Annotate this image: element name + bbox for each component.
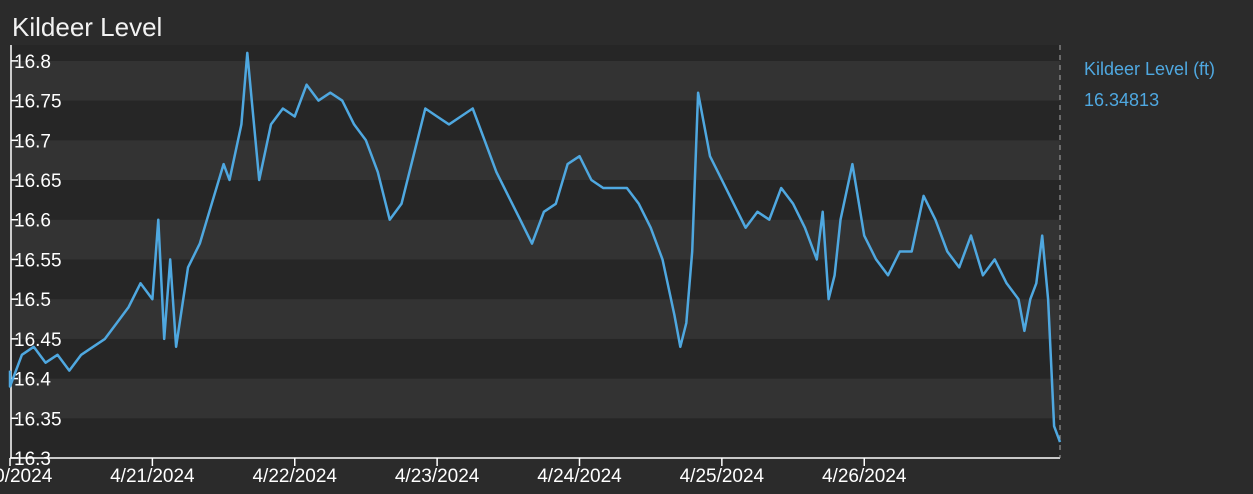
x-tick-label: 4/23/2024 [395, 466, 480, 487]
y-tick-label: 16.6 [14, 211, 51, 232]
grid-band [10, 378, 1060, 419]
x-tick-label: 4/21/2024 [110, 466, 195, 487]
x-tick-label: 4/20/2024 [0, 466, 53, 487]
y-tick-label: 16.45 [14, 330, 62, 351]
grid-band [10, 60, 1060, 101]
y-tick-label: 16.65 [14, 171, 62, 192]
grid-band [10, 338, 1060, 379]
y-tick-label: 16.5 [14, 290, 51, 311]
y-tick-label: 16.3 [14, 449, 51, 470]
grid-band [10, 140, 1060, 181]
grid-band [10, 180, 1060, 220]
y-tick-label: 16.55 [14, 250, 62, 271]
y-tick-label: 16.4 [14, 370, 51, 391]
x-tick-label: 4/25/2024 [680, 466, 765, 487]
x-tick-label: 4/26/2024 [822, 466, 907, 487]
y-tick-label: 16.35 [14, 409, 62, 430]
y-tick-label: 16.8 [14, 52, 51, 73]
x-tick-label: 4/22/2024 [252, 466, 337, 487]
series-line-kildeer-level [8, 51, 1062, 443]
grid-band [10, 299, 1060, 339]
grid-band [10, 100, 1060, 141]
chart-title: Kildeer Level [12, 12, 163, 42]
grid-band [10, 219, 1060, 260]
legend-series-value: 16.34813 [1084, 90, 1160, 110]
legend: Kildeer Level (ft) 16.34813 [1084, 54, 1215, 116]
x-tick-label: 4/24/2024 [537, 466, 622, 487]
y-tick-label: 16.7 [14, 131, 51, 152]
grid-band [10, 45, 1060, 61]
grid-band [10, 418, 1060, 458]
legend-series-label: Kildeer Level (ft) [1084, 59, 1216, 79]
y-tick-label: 16.75 [14, 92, 62, 113]
